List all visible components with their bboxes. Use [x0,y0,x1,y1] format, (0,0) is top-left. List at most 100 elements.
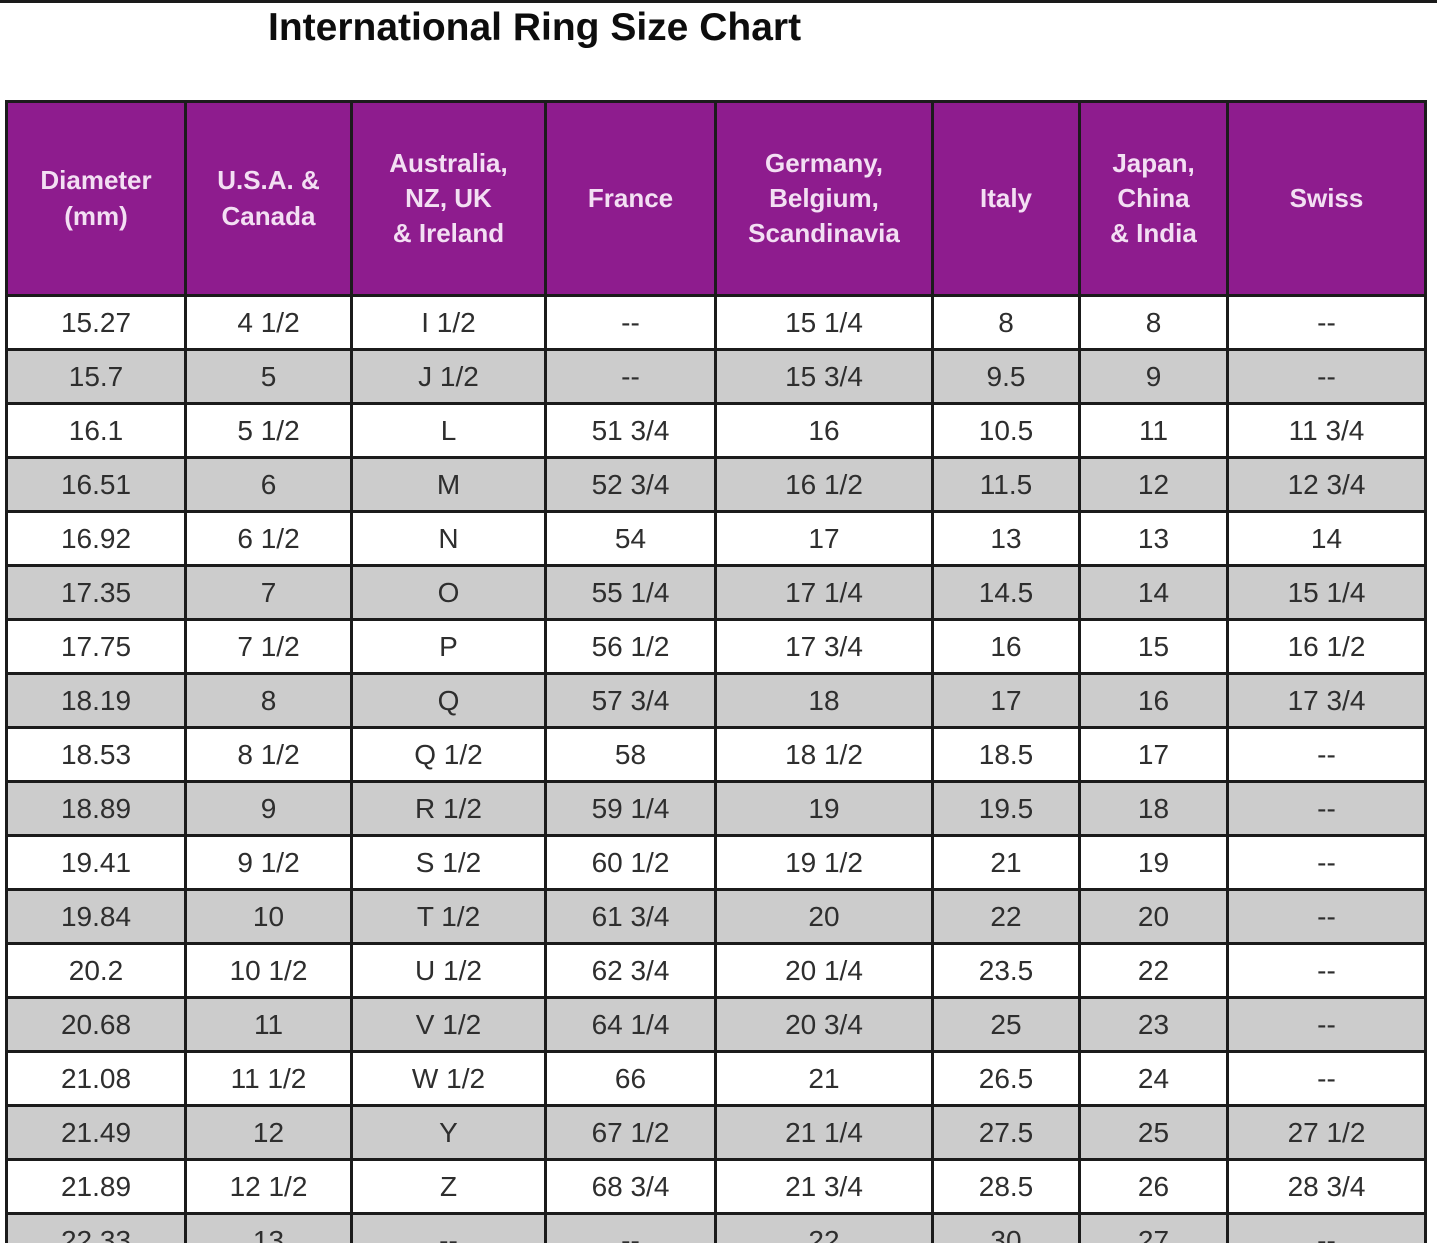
table-cell: 19.5 [931,780,1081,837]
table-cell: V 1/2 [350,996,547,1053]
table-cell: 13 [931,510,1081,567]
table-cell: 28.5 [931,1158,1081,1215]
table-cell: 22 [1078,942,1229,999]
table-cell: 15 [1078,618,1229,675]
table-cell: 22.33 [5,1212,187,1243]
table-cell: 15 1/4 [1226,564,1427,621]
table-cell: 7 [184,564,353,621]
table-cell: 21 [714,1050,934,1107]
table-row: 16.92 6 1/2 N 54 17 13 13 14 [5,510,1427,567]
table-cell: 30 [931,1212,1081,1243]
table-cell: -- [350,1212,547,1243]
table-cell: 5 1/2 [184,402,353,459]
table-cell: 8 [1078,294,1229,351]
table-cell: 7 1/2 [184,618,353,675]
table-cell: 52 3/4 [544,456,717,513]
table-cell: 56 1/2 [544,618,717,675]
header-usa-canada: U.S.A. & Canada [184,100,353,297]
table-cell: -- [544,294,717,351]
table-cell: 9 [184,780,353,837]
table-cell: 14 [1078,564,1229,621]
table-cell: 26.5 [931,1050,1081,1107]
table-cell: 12 [184,1104,353,1161]
table-cell: 10 [184,888,353,945]
table-cell: 14.5 [931,564,1081,621]
table-cell: 12 3/4 [1226,456,1427,513]
table-row: 19.84 10 T 1/2 61 3/4 20 22 20 -- [5,888,1427,945]
header-italy: Italy [931,100,1081,297]
table-cell: 20 [714,888,934,945]
table-cell: -- [1226,1212,1427,1243]
table-cell: 51 3/4 [544,402,717,459]
table-cell: 24 [1078,1050,1229,1107]
table-body: 15.27 4 1/2 I 1/2 -- 15 1/4 8 8 -- 15.7 5 J 1/2 -- 1… [5,294,1427,1243]
table-cell: U 1/2 [350,942,547,999]
table-cell: 59 1/4 [544,780,717,837]
header-swiss: Swiss [1226,100,1427,297]
table-cell: 62 3/4 [544,942,717,999]
table-cell: 12 1/2 [184,1158,353,1215]
top-border-line [0,0,1437,3]
table-row: 18.89 9 R 1/2 59 1/4 19 19.5 18 -- [5,780,1427,837]
table-cell: J 1/2 [350,348,547,405]
table-cell: 27 [1078,1212,1229,1243]
table-cell: S 1/2 [350,834,547,891]
table-row: 20.2 10 1/2 U 1/2 62 3/4 20 1/4 23.5 22 -- [5,942,1427,999]
table-row: 20.68 11 V 1/2 64 1/4 20 3/4 25 23 -- [5,996,1427,1053]
table-cell: 20 3/4 [714,996,934,1053]
table-cell: -- [1226,294,1427,351]
table-cell: 16 1/2 [1226,618,1427,675]
table-cell: -- [1226,780,1427,837]
table-cell: 23.5 [931,942,1081,999]
table-row: 19.41 9 1/2 S 1/2 60 1/2 19 1/2 21 19 -- [5,834,1427,891]
table-cell: 16.92 [5,510,187,567]
table-row: 21.49 12 Y 67 1/2 21 1/4 27.5 25 27 1/2 [5,1104,1427,1161]
table-cell: 15.27 [5,294,187,351]
table-row: 15.27 4 1/2 I 1/2 -- 15 1/4 8 8 -- [5,294,1427,351]
table-cell: -- [544,1212,717,1243]
table-cell: 21.08 [5,1050,187,1107]
table-cell: M [350,456,547,513]
table-cell: 18 [714,672,934,729]
table-cell: 66 [544,1050,717,1107]
table-row: 21.89 12 1/2 Z 68 3/4 21 3/4 28.5 26 28 3/4 [5,1158,1427,1215]
table-cell: R 1/2 [350,780,547,837]
table-cell: -- [1226,348,1427,405]
table-cell: 21.49 [5,1104,187,1161]
table-cell: 28 3/4 [1226,1158,1427,1215]
table-cell: 11 [184,996,353,1053]
table-header: Diameter (mm) U.S.A. & Canada Australia,… [5,100,1427,297]
table-cell: Y [350,1104,547,1161]
table-row: 17.75 7 1/2 P 56 1/2 17 3/4 16 15 16 1/2 [5,618,1427,675]
table-cell: 9 [1078,348,1229,405]
table-cell: 17.35 [5,564,187,621]
table-cell: 20 1/4 [714,942,934,999]
table-cell: -- [1226,888,1427,945]
header-diameter-mm: Diameter (mm) [5,100,187,297]
table-cell: 19 1/2 [714,834,934,891]
table-cell: 20.2 [5,942,187,999]
table-cell: 13 [184,1212,353,1243]
table-cell: 9.5 [931,348,1081,405]
table-cell: 4 1/2 [184,294,353,351]
table-cell: 5 [184,348,353,405]
table-cell: 16.1 [5,402,187,459]
table-cell: 67 1/2 [544,1104,717,1161]
table-cell: 18.5 [931,726,1081,783]
table-cell: 16 [1078,672,1229,729]
table-cell: 21 1/4 [714,1104,934,1161]
table-cell: -- [1226,996,1427,1053]
table-cell: 16 [714,402,934,459]
table-cell: 22 [714,1212,934,1243]
table-cell: 8 [931,294,1081,351]
table-cell: -- [1226,942,1427,999]
table-row: 18.53 8 1/2 Q 1/2 58 18 1/2 18.5 17 -- [5,726,1427,783]
table-cell: 68 3/4 [544,1158,717,1215]
table-cell: L [350,402,547,459]
table-cell: 18.53 [5,726,187,783]
table-cell: 20.68 [5,996,187,1053]
table-cell: 17 3/4 [1226,672,1427,729]
table-cell: 25 [931,996,1081,1053]
table-cell: W 1/2 [350,1050,547,1107]
table-cell: 11 3/4 [1226,402,1427,459]
